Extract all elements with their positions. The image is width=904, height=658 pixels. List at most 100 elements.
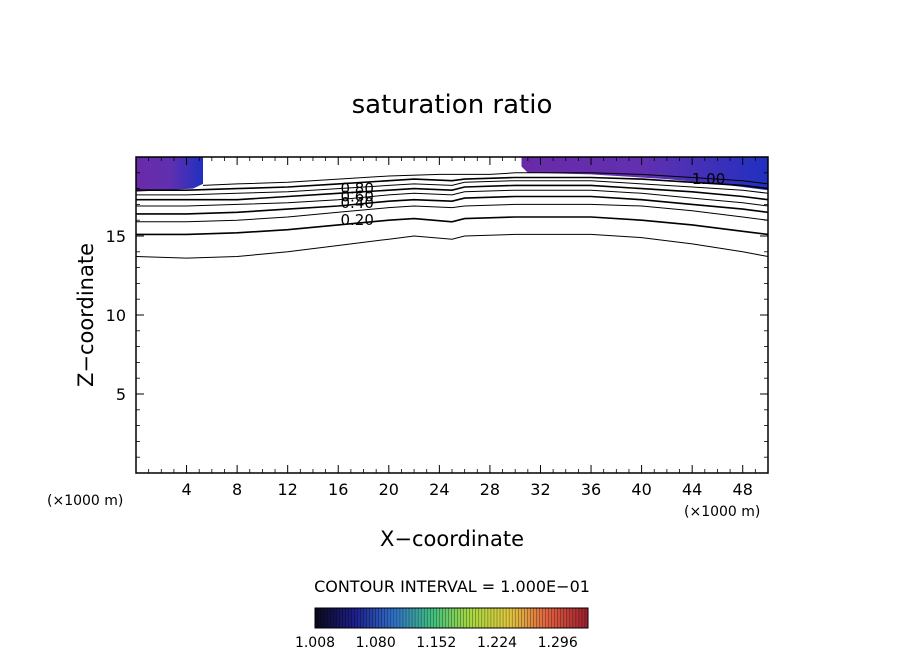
colorbar-cell: [375, 608, 380, 628]
colorbar-cell: [442, 608, 446, 628]
colorbar-cell: [524, 608, 528, 628]
colorbar-cell: [369, 608, 374, 628]
contour-label: 0.60: [340, 188, 373, 206]
contour-labels: 0.800.600.400.20 1.00: [340, 170, 725, 229]
colorbar-tick-label: 1.008: [295, 635, 335, 651]
colorbar-cell: [506, 608, 510, 628]
colorbar-tick-label: 1.152: [416, 635, 456, 651]
x-axis-label: X−coordinate: [380, 527, 524, 551]
x-tick-label: 40: [631, 480, 651, 499]
shaded-regions: [136, 157, 768, 192]
colorbar-cell: [427, 608, 431, 628]
colorbar-cell: [493, 608, 498, 628]
x-tick-label: 44: [682, 480, 702, 499]
colorbar-cell: [315, 608, 319, 628]
x-tick-label: 28: [480, 480, 500, 499]
colorbar-cell: [424, 608, 428, 628]
colorbar-cell: [345, 608, 349, 628]
colorbar-cell: [487, 608, 492, 628]
colorbar-cell: [351, 608, 355, 628]
colorbar-cell: [436, 608, 440, 628]
colorbar-cell: [348, 608, 352, 628]
contour-line: [136, 203, 768, 223]
x-axis-ticks: 4 8 12 16 20 24 28 32 36 40 44 48: [181, 157, 753, 499]
chart-title: saturation ratio: [352, 90, 553, 120]
colorbar-cell: [412, 608, 416, 628]
colorbar-cell: [357, 608, 361, 628]
contour-label: 0.20: [340, 211, 373, 229]
colorbar-cell: [509, 608, 513, 628]
colorbar-cell: [545, 608, 549, 628]
colorbar-tick-label: 1.080: [356, 635, 396, 651]
colorbar-cell: [584, 608, 589, 628]
colorbar-tick-label: 1.224: [477, 635, 517, 651]
contour-label: 0.80: [340, 180, 373, 198]
colorbar-cell: [457, 608, 461, 628]
colorbar-cell: [566, 608, 571, 628]
colorbar-cell: [512, 608, 516, 628]
contour-line: [136, 216, 768, 236]
colorbar-cell: [406, 608, 410, 628]
colorbar-cell: [390, 608, 395, 628]
y-tick-label: 10: [106, 306, 126, 325]
colorbar-cell: [415, 608, 419, 628]
colorbar-cell: [339, 608, 343, 628]
colorbar-cell: [366, 608, 370, 628]
x-tick-label: 48: [733, 480, 753, 499]
colorbar-cell: [360, 608, 364, 628]
colorbar-cell: [475, 608, 480, 628]
colorbar-cell: [451, 608, 455, 628]
x-axis-unit-right: (×1000 m): [684, 504, 760, 520]
colorbar-cell: [466, 608, 471, 628]
x-tick-label: 16: [328, 480, 348, 499]
colorbar-cell: [521, 608, 525, 628]
shaded-region-right: [521, 157, 768, 191]
x-axis-unit-left: (×1000 m): [47, 493, 123, 509]
y-axis-label: Z−coordinate: [74, 243, 98, 387]
colorbar-cell: [460, 608, 465, 628]
x-tick-label: 12: [278, 480, 298, 499]
colorbar-cell: [530, 608, 534, 628]
contour-line: [136, 189, 768, 207]
colorbar-cell: [515, 608, 519, 628]
x-tick-label: 20: [379, 480, 399, 499]
colorbar: [314, 608, 589, 628]
colorbar-cell: [484, 608, 489, 628]
colorbar-cell: [572, 608, 577, 628]
colorbar-cell: [396, 608, 401, 628]
contour-line: [136, 195, 768, 215]
colorbar-cell: [527, 608, 531, 628]
colorbar-cell: [463, 608, 468, 628]
colorbar-cell: [399, 608, 404, 628]
colorbar-cell: [333, 608, 337, 628]
colorbar-cell: [330, 608, 334, 628]
colorbar-cell: [418, 608, 422, 628]
contour-label: 0.40: [340, 194, 373, 212]
contour-line: [202, 172, 768, 186]
colorbar-frame: [314, 607, 589, 629]
colorbar-cell: [548, 608, 552, 628]
contour-line: [136, 180, 768, 196]
colorbar-cell: [363, 608, 367, 628]
colorbar-cell: [321, 608, 325, 628]
colorbar-cell: [557, 608, 562, 628]
x-tick-label: 32: [530, 480, 550, 499]
y-axis-ticks: 5 10 15: [106, 227, 768, 404]
contour-line: [136, 176, 768, 191]
colorbar-cell: [454, 608, 458, 628]
colorbar-cell: [560, 608, 565, 628]
x-tick-label: 8: [232, 480, 242, 499]
colorbar-cell: [318, 608, 322, 628]
contour-line: [136, 233, 768, 259]
colorbar-cell: [500, 608, 504, 628]
colorbar-cell: [393, 608, 398, 628]
colorbar-cell: [575, 608, 580, 628]
y-tick-label: 5: [116, 385, 126, 404]
y-tick-label: 15: [106, 227, 126, 246]
colorbar-cell: [533, 608, 537, 628]
colorbar-cell: [581, 608, 586, 628]
colorbar-cell: [569, 608, 574, 628]
colorbar-cell: [342, 608, 346, 628]
contour-lines: [136, 172, 768, 259]
colorbar-cell: [378, 608, 383, 628]
